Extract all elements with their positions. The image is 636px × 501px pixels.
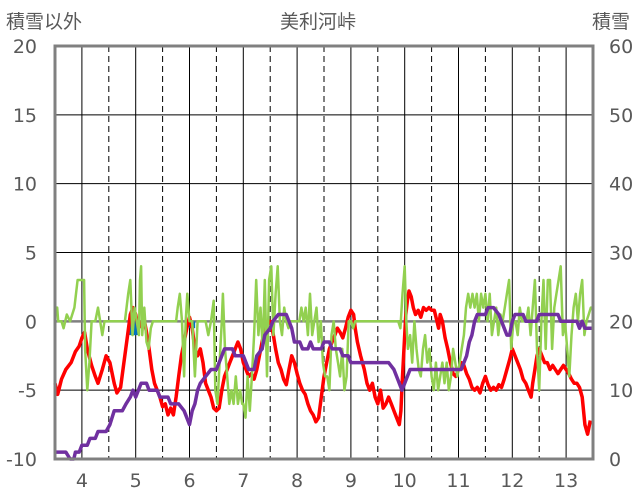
y-left-tick-label: 20 (13, 36, 37, 58)
y-right-ticks: 60 50 40 30 20 10 0 (609, 36, 633, 471)
x-tick-label: 12 (500, 470, 524, 492)
y-left-tick-label: 0 (25, 311, 37, 333)
plot-border (53, 44, 595, 461)
y-right-tick-label: 30 (609, 243, 633, 265)
y-right-tick-label: 40 (609, 174, 633, 196)
y-left-axis-label: 積雪以外 (6, 11, 82, 33)
x-tick-label: 8 (291, 470, 303, 492)
snow-depth-line (55, 305, 593, 461)
wind-line (55, 265, 593, 419)
y-right-tick-label: 60 (609, 36, 633, 58)
x-ticks: 4 5 6 7 8 9 10 11 12 13 (76, 470, 578, 492)
x-tick-label: 5 (130, 470, 142, 492)
y-left-tick-label: 10 (13, 174, 37, 196)
y-right-tick-label: 10 (609, 380, 633, 402)
x-tick-label: 4 (76, 470, 88, 492)
y-left-tick-label: 5 (25, 243, 37, 265)
x-tick-label: 9 (345, 470, 357, 492)
y-left-tick-label: -10 (6, 449, 37, 471)
y-left-ticks: 20 15 10 5 0 -5 -10 (6, 36, 37, 471)
y-right-tick-label: 50 (609, 105, 633, 127)
y-left-tick-label: 15 (13, 105, 37, 127)
y-right-axis-label: 積雪 (592, 11, 630, 33)
temperature-line (53, 289, 593, 436)
y-right-tick-label: 0 (609, 449, 621, 471)
y-right-tick-label: 20 (609, 311, 633, 333)
x-tick-label: 7 (237, 470, 249, 492)
chart-title: 美利河峠 (280, 11, 356, 33)
x-tick-label: 6 (183, 470, 195, 492)
x-tick-label: 13 (554, 470, 578, 492)
plot-frame (53, 44, 595, 461)
x-tick-label: 11 (446, 470, 470, 492)
data-series (53, 265, 593, 461)
x-tick-label: 10 (393, 470, 417, 492)
y-left-tick-label: -5 (18, 380, 37, 402)
